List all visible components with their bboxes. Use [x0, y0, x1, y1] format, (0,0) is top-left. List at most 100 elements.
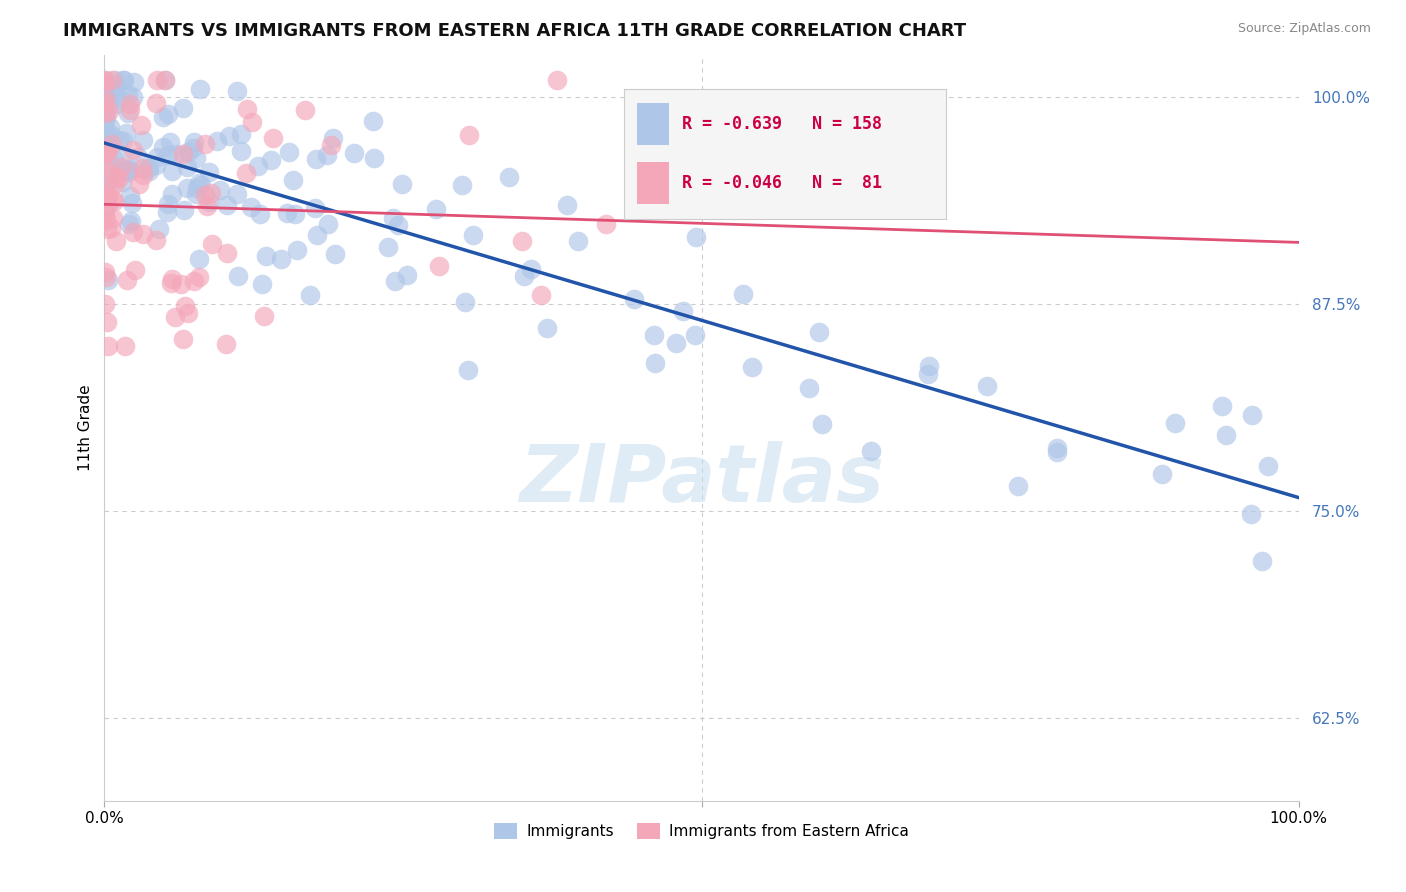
Point [100, 73, 122, 87]
Point [235, 166, 257, 180]
Point [94, 86, 117, 100]
Point [316, 217, 339, 231]
Point [104, 73, 127, 87]
Point [249, 207, 271, 221]
Point [198, 195, 221, 210]
Point [807, 325, 830, 339]
Point [96, 134, 118, 148]
Point [186, 180, 208, 194]
Point [117, 87, 139, 101]
Point [305, 153, 328, 167]
Point [256, 249, 278, 263]
Point [643, 328, 665, 343]
Point [94, 297, 117, 311]
Point [104, 177, 127, 191]
Point [215, 198, 238, 212]
Point [115, 163, 138, 178]
Point [93, 208, 115, 222]
Point [278, 145, 301, 159]
Point [321, 137, 343, 152]
Point [188, 82, 211, 96]
Point [546, 73, 568, 87]
Point [93, 96, 115, 111]
Point [111, 73, 134, 87]
Point [200, 186, 222, 201]
Point [595, 217, 617, 231]
Point [183, 135, 205, 149]
Point [117, 161, 139, 176]
Point [194, 188, 217, 202]
Point [363, 151, 385, 165]
Point [395, 268, 418, 283]
Point [97, 127, 120, 141]
Point [118, 97, 141, 112]
Point [520, 262, 543, 277]
Point [567, 234, 589, 248]
Point [322, 131, 344, 145]
Point [97, 136, 120, 151]
Point [94, 74, 117, 88]
Point [93, 112, 115, 127]
Point [160, 186, 183, 201]
Point [118, 189, 141, 203]
Point [1046, 441, 1069, 455]
Point [512, 234, 534, 248]
Point [98, 120, 121, 134]
Point [124, 262, 146, 277]
Point [536, 320, 558, 334]
Point [121, 196, 143, 211]
Point [797, 381, 820, 395]
Point [120, 213, 142, 227]
Point [201, 236, 224, 251]
Point [457, 362, 479, 376]
Point [260, 153, 283, 168]
Point [176, 160, 198, 174]
Point [177, 145, 200, 159]
Point [198, 164, 221, 178]
Point [96, 222, 118, 236]
Point [93, 204, 115, 219]
Point [132, 227, 155, 242]
Point [103, 194, 125, 209]
Point [97, 187, 120, 202]
Point [114, 338, 136, 352]
Point [458, 128, 481, 143]
Point [270, 252, 292, 266]
Point [1240, 508, 1263, 522]
Point [1152, 467, 1174, 481]
Point [1241, 409, 1264, 423]
Point [454, 295, 477, 310]
Point [387, 218, 409, 232]
Point [115, 273, 138, 287]
Point [215, 337, 238, 351]
Point [157, 106, 180, 120]
Point [918, 359, 941, 373]
Point [183, 275, 205, 289]
Point [183, 141, 205, 155]
Point [93, 144, 115, 158]
Point [145, 234, 167, 248]
Point [94, 110, 117, 124]
Point [94, 265, 117, 279]
Point [105, 170, 128, 185]
Point [96, 146, 118, 161]
Point [1257, 458, 1279, 473]
Point [226, 186, 249, 201]
Point [132, 168, 155, 182]
Point [146, 73, 169, 87]
Point [450, 178, 472, 192]
Point [160, 272, 183, 286]
Point [176, 306, 198, 320]
Point [94, 73, 117, 87]
Point [103, 86, 125, 100]
Point [94, 181, 117, 195]
Point [316, 147, 339, 161]
Point [323, 247, 346, 261]
Point [159, 135, 181, 149]
Point [96, 193, 118, 207]
Point [101, 136, 124, 151]
Point [187, 252, 209, 266]
Point [665, 336, 688, 351]
Point [172, 146, 194, 161]
Point [498, 169, 520, 184]
